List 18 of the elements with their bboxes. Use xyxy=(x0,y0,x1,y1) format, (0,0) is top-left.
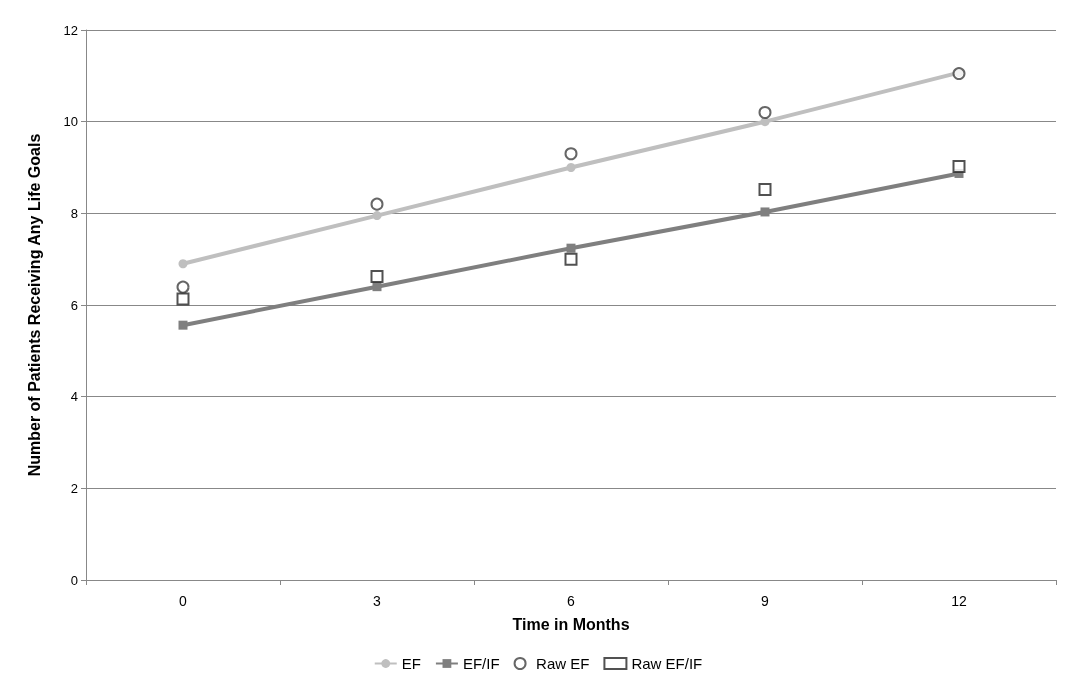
y-tick-label: 0 xyxy=(70,572,78,588)
legend-label: Raw EF/IF xyxy=(631,655,703,672)
y-axis-title: Number of Patients Receiving Any Life Goals xyxy=(25,133,43,477)
legend-label: EF xyxy=(401,655,421,672)
y-tick-label: 10 xyxy=(63,114,78,130)
legend-label: Raw EF xyxy=(536,655,590,672)
y-tick-label: 12 xyxy=(63,22,78,38)
y-tick-label: 4 xyxy=(70,389,78,405)
y-tick-label: 2 xyxy=(70,480,78,496)
legend-label: EF/IF xyxy=(462,655,500,672)
x-tick-label: 3 xyxy=(373,593,382,609)
x-tick-label: 9 xyxy=(761,593,770,609)
x-tick-label: 12 xyxy=(951,593,967,609)
y-tick-label: 8 xyxy=(70,205,78,221)
x-axis-title: Time in Months xyxy=(512,615,630,633)
y-tick-label: 6 xyxy=(70,297,78,313)
x-tick-label: 6 xyxy=(567,593,576,609)
x-tick-label: 0 xyxy=(179,593,188,609)
